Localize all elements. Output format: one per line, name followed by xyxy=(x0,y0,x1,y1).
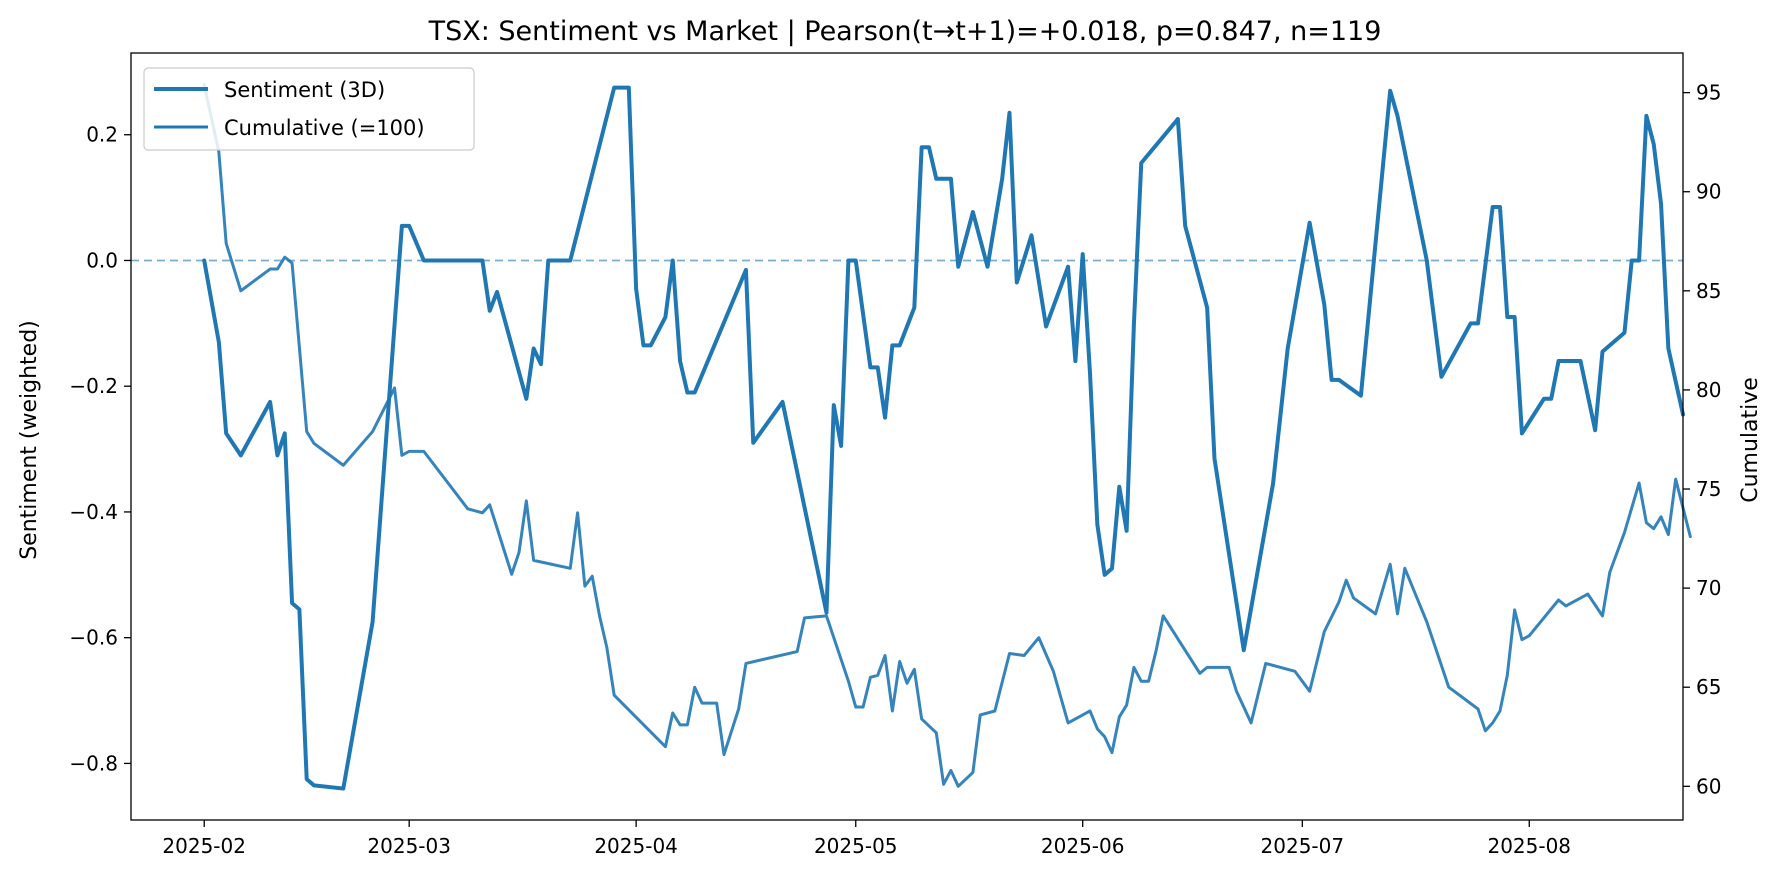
legend-label-sentiment: Sentiment (3D) xyxy=(224,78,385,102)
right-y-tick-label: 60 xyxy=(1696,774,1721,798)
legend: Sentiment (3D) Cumulative (=100) xyxy=(143,67,475,151)
x-tick-label: 2025-04 xyxy=(594,834,678,858)
plot-frame xyxy=(130,52,1684,821)
right-y-axis-label: Cumulative xyxy=(1738,377,1763,503)
left-y-tick-label: −0.6 xyxy=(69,626,118,650)
chart-title: TSX: Sentiment vs Market | Pearson(t→t+1… xyxy=(428,16,1382,47)
left-y-axis: 0.2 0.0 −0.2 −0.4 −0.6 −0.8 xyxy=(69,123,131,775)
left-y-tick-label: −0.2 xyxy=(69,374,118,398)
plot-area xyxy=(130,52,1692,821)
right-y-axis: 95 90 85 80 75 70 65 60 xyxy=(1683,81,1721,798)
legend-box xyxy=(143,67,475,151)
right-y-tick-label: 80 xyxy=(1696,378,1721,402)
right-y-tick-label: 65 xyxy=(1696,675,1721,699)
right-y-tick-label: 90 xyxy=(1696,180,1721,204)
x-tick-label: 2025-05 xyxy=(814,834,898,858)
right-y-tick-label: 95 xyxy=(1696,81,1721,105)
x-tick-label: 2025-03 xyxy=(367,834,451,858)
legend-label-cumulative: Cumulative (=100) xyxy=(224,116,425,140)
x-axis: 2025-02 2025-03 2025-04 2025-05 2025-06 2025-… xyxy=(162,820,1571,858)
right-y-tick-label: 85 xyxy=(1696,279,1721,303)
x-tick-label: 2025-02 xyxy=(162,834,246,858)
left-y-tick-label: 0.2 xyxy=(86,123,118,147)
left-y-tick-label: −0.8 xyxy=(69,751,118,775)
right-y-tick-label: 70 xyxy=(1696,576,1721,600)
series-line-sentiment xyxy=(202,85,1685,791)
left-y-tick-label: 0.0 xyxy=(86,248,118,272)
left-y-axis-label: Sentiment (weighted) xyxy=(17,320,42,560)
left-y-tick-label: −0.4 xyxy=(69,500,118,524)
right-y-tick-label: 75 xyxy=(1696,477,1721,501)
x-tick-label: 2025-07 xyxy=(1261,834,1345,858)
x-tick-label: 2025-08 xyxy=(1487,834,1571,858)
x-tick-label: 2025-06 xyxy=(1041,834,1125,858)
series-line-cumulative xyxy=(202,83,1692,788)
